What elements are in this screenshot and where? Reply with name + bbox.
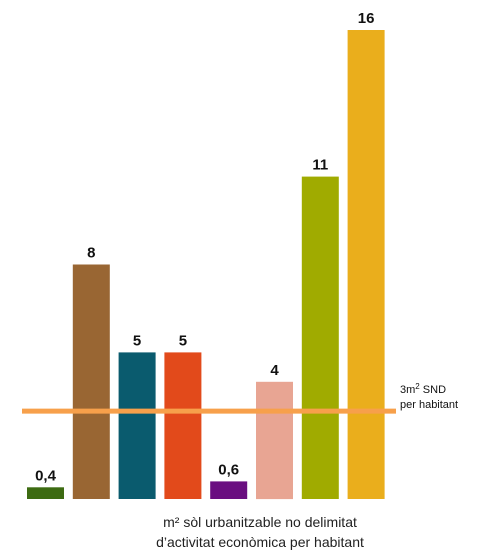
bar-7 [301, 176, 339, 499]
value-label-8: 16 [358, 10, 375, 27]
value-label-3: 5 [133, 332, 141, 349]
bar-4 [164, 352, 202, 499]
value-label-6: 4 [270, 362, 279, 379]
reference-line-label-line2: per habitant [400, 399, 458, 411]
bar-8 [347, 30, 385, 499]
bar-5 [210, 481, 248, 499]
bar-3 [118, 352, 156, 499]
reference-line-label: 3m2 SND [400, 382, 446, 396]
chart-caption-line2: d’activitat econòmica per habitant [156, 534, 364, 550]
value-labels-group: 0,4 8 5 5 0,6 4 11 16 [35, 10, 374, 484]
bar-2 [72, 264, 110, 499]
chart-caption-line1: m² sòl urbanitzable no delimitat [163, 514, 357, 530]
value-label-5: 0,6 [218, 461, 239, 478]
value-label-4: 5 [179, 332, 187, 349]
value-label-7: 11 [312, 157, 328, 174]
bar-1 [27, 487, 64, 499]
bar-6 [256, 381, 293, 500]
value-label-2: 8 [87, 245, 95, 262]
bars-group [27, 30, 385, 500]
value-label-1: 0,4 [35, 467, 57, 484]
